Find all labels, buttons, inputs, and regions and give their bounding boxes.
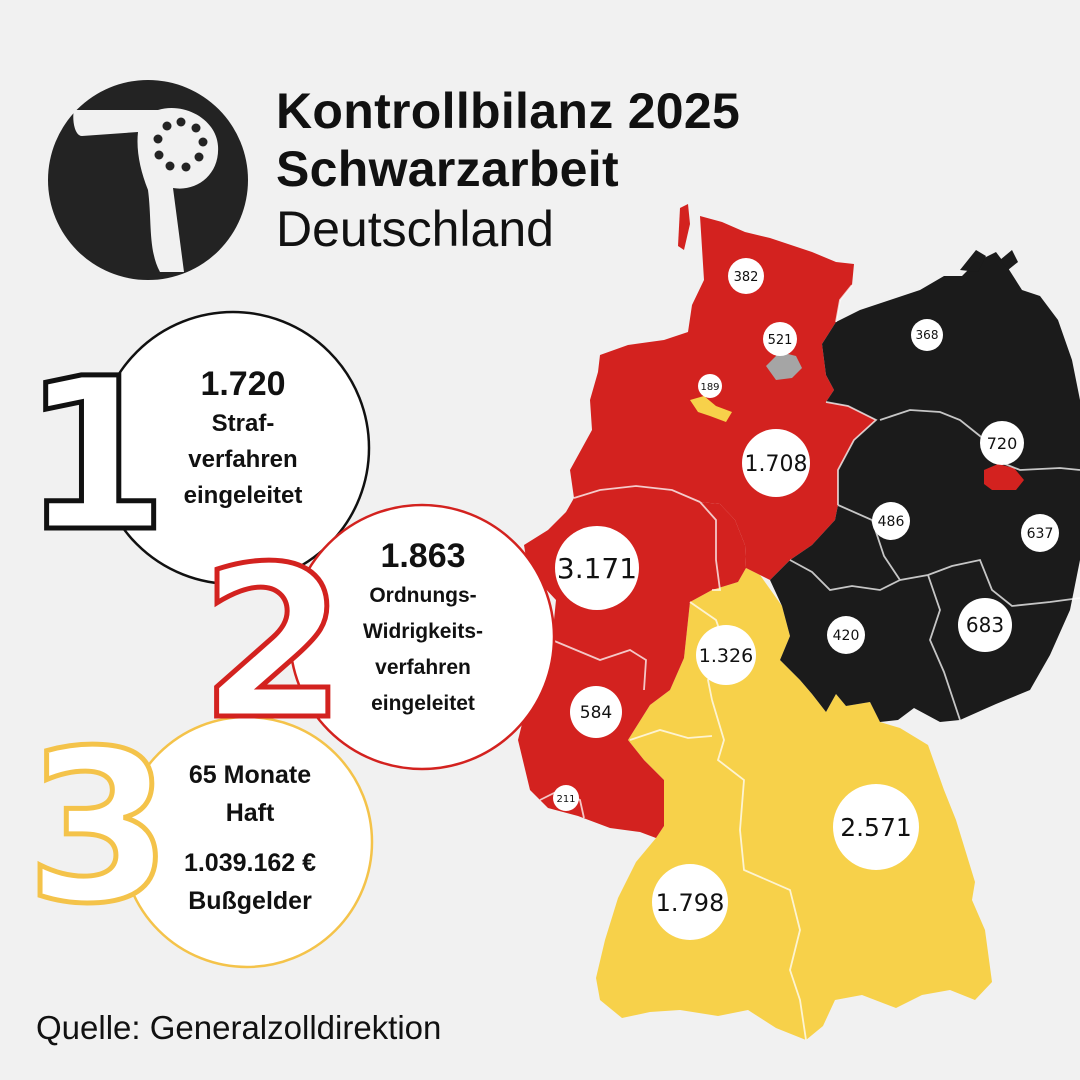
value-label: 637 [1027,526,1054,542]
title-block: Kontrollbilanz 2025 Schwarzarbeit Deutsc… [276,82,740,260]
stat-1-value: 1.720 [200,365,286,403]
stat-2-line: verfahren [375,656,471,679]
value-label: 720 [987,434,1018,453]
region-red-north [570,216,876,580]
region-labels: 382 521 189 368 1.708 720 486 637 3.171 … [553,258,1059,940]
region-bremen [690,396,732,422]
value-label: 211 [556,794,575,805]
value-badge [980,421,1024,465]
value-label: 420 [833,628,860,644]
page-region: Deutschland [276,201,554,257]
value-label: 2.571 [840,813,912,842]
value-badge [1021,514,1059,552]
stat-circle-1 [95,310,371,586]
stat-1-line: eingeleitet [183,482,303,509]
value-badge [958,598,1012,652]
value-badge [553,785,579,811]
region-berlin [984,464,1024,490]
value-badge [911,319,943,351]
value-label: 1.708 [745,452,808,477]
value-badge [570,686,622,738]
stat-3-line: Haft [225,799,275,827]
value-label: 189 [700,382,719,393]
value-label: 1.326 [699,645,753,667]
page-subtitle: Schwarzarbeit [276,141,619,197]
island-shape [960,250,1018,272]
stat-1-line: verfahren [188,446,298,473]
value-badge [742,429,810,497]
stat-digit-2: 2 [200,521,346,766]
stat-1-line: Straf- [211,410,275,437]
value-label: 486 [878,514,905,530]
stat-circle-3 [120,715,374,969]
island-shape [678,204,690,250]
stat-digit-3: 3 [26,705,172,950]
stat-2: 1.863 Ordnungs- Widrigkeits- verfahren e… [318,534,528,722]
logo-circle [48,80,248,280]
value-label: 3.171 [557,552,637,585]
value-badge [827,616,865,654]
value-badge [652,864,728,940]
stat-3-line: Bußgelder [188,887,312,915]
value-label: 584 [580,703,612,723]
value-label: 683 [966,613,1004,637]
stat-3-line: 1.039.162 € [183,849,317,877]
region-hamburg [766,352,802,380]
stat-3-gap [138,832,362,844]
value-badge [728,258,764,294]
value-label: 368 [916,328,939,342]
stat-digit-1: 1 [22,333,168,578]
value-label: 382 [734,270,759,285]
stat-2-line: Ordnungs- [369,584,477,607]
value-label: 521 [768,333,793,348]
value-badge [833,784,919,870]
value-badge [555,526,639,610]
stat-1: 1.720 Straf- verfahren eingeleitet [128,362,358,514]
stat-circle-2 [288,503,556,771]
stat-3: 65 Monate Haft 1.039.162 € Bußgelder [138,756,362,920]
hairdryer-icon [73,107,219,273]
value-badge [763,322,797,356]
page-title: Kontrollbilanz 2025 [276,83,741,139]
source-note: Quelle: Generalzolldirektion [36,1009,442,1046]
value-badge [872,502,910,540]
value-label: 1.798 [656,889,725,917]
stat-2-value: 1.863 [380,537,466,575]
stat-2-line: Widrigkeits- [363,620,483,643]
stat-2-line: eingeleitet [371,692,475,715]
stat-3-line: 65 Monate [188,761,312,789]
value-badge [696,625,756,685]
value-badge [698,374,722,398]
